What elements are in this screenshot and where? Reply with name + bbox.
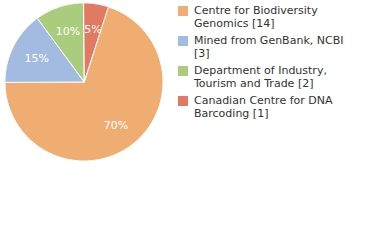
- html-text:Department of Industry, Touris: Department of Industry, Tourism and Trad…: [194, 64, 327, 90]
- svg-text:70%: 70%: [104, 119, 128, 132]
- html-text:Mined from GenBank, NCBI [3]: Mined from GenBank, NCBI [3]: [194, 34, 344, 60]
- svg-text:15%: 15%: [24, 52, 48, 65]
- html-text:Centre for Biodiversity Genomi: Centre for Biodiversity Genomics [14]: [194, 4, 318, 30]
- html-text:Canadian Centre for DNA Barcod: Canadian Centre for DNA Barcoding [1]: [194, 94, 333, 120]
- svg-text:10%: 10%: [56, 25, 80, 38]
- svg-text:5%: 5%: [84, 23, 101, 36]
